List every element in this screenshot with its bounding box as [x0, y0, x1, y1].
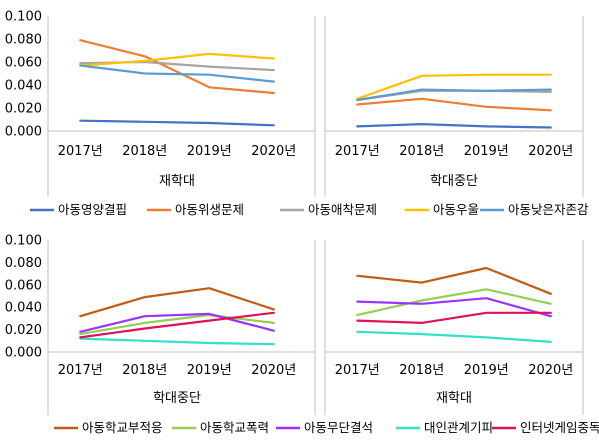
series-line — [79, 52, 275, 67]
y-tick-label: 0.040 — [5, 79, 42, 94]
series-line — [356, 297, 552, 318]
x-tick-label: 2018년 — [399, 363, 444, 378]
y-tick-label: 0.060 — [5, 56, 42, 71]
legend-item: 아동무단결석 — [276, 420, 373, 435]
legend-item: 아동학교부적응 — [54, 420, 163, 435]
legend-item: 아동우울 — [405, 202, 479, 217]
legend-item: 아동애착문제 — [280, 202, 377, 217]
x-tick-label: 2020년 — [251, 144, 296, 159]
y-tick-label: 0.020 — [5, 102, 42, 117]
legend-label: 아동학교부적응 — [82, 420, 163, 435]
legend-label: 아동영양결핍 — [58, 202, 127, 217]
series-line — [79, 287, 275, 318]
x-tick-label: 2019년 — [464, 144, 509, 159]
group-label: 학대중단 — [153, 391, 201, 406]
x-tick-label: 2017년 — [335, 144, 380, 159]
group-label: 재학대 — [436, 391, 472, 406]
series-line — [356, 97, 552, 112]
series-line — [79, 313, 275, 336]
series-line — [79, 337, 275, 346]
series-line — [79, 64, 275, 83]
x-tick-label: 2018년 — [122, 363, 167, 378]
y-tick-label: 0.100 — [5, 234, 42, 249]
legend-label: 아동애착문제 — [308, 202, 377, 217]
legend-item: 아동위생문제 — [147, 202, 244, 217]
x-tick-label: 2018년 — [122, 144, 167, 159]
chart-1: 0.000 0.020 0.040 0.060 0.080 0.100 2017년 2018년… — [5, 10, 589, 218]
x-tick-label: 2020년 — [528, 144, 573, 159]
legend-label: 아동우울 — [433, 202, 479, 217]
group-label: 재학대 — [159, 174, 195, 189]
x-tick-label: 2017년 — [58, 144, 103, 159]
y-tick-label: 0.100 — [5, 10, 42, 25]
x-tick-label: 2019년 — [464, 363, 509, 378]
x-tick-label: 2019년 — [187, 144, 232, 159]
y-tick-label: 0.040 — [5, 301, 42, 316]
y-tick-label: 0.020 — [5, 323, 42, 338]
series-line — [356, 266, 552, 295]
series-line — [356, 88, 552, 102]
series-line — [79, 311, 275, 339]
x-tick-label: 2020년 — [251, 363, 296, 378]
legend-label: 아동학교폭력 — [200, 420, 269, 435]
chart-2: 0.000 0.020 0.040 0.060 0.080 0.100 2017년 2018년… — [5, 234, 599, 436]
x-tick-label: 2019년 — [187, 363, 232, 378]
series-line — [79, 119, 275, 127]
y-tick-label: 0.080 — [5, 256, 42, 271]
legend-item: 아동낮은자존감 — [480, 202, 589, 217]
y-tick-label: 0.060 — [5, 278, 42, 293]
legend-label: 대인관계기피 — [424, 420, 493, 435]
group-label: 학대중단 — [430, 174, 478, 189]
x-tick-label: 2017년 — [58, 363, 103, 378]
y-tick-label: 0.000 — [5, 125, 42, 140]
legend-item: 대인관계기피 — [396, 420, 493, 435]
series-line — [79, 312, 275, 333]
y-tick-label: 0.000 — [5, 346, 42, 361]
legend-label: 아동낮은자존감 — [508, 202, 589, 217]
legend-label: 아동위생문제 — [175, 202, 244, 217]
legend-item: 아동영양결핍 — [30, 202, 127, 217]
legend: 아동영양결핍 아동위생문제 아동애착문제 아동우울 아동낮은자존감 — [30, 202, 589, 217]
x-tick-label: 2018년 — [399, 144, 444, 159]
series-line — [356, 311, 552, 324]
legend: 아동학교부적응 아동학교폭력 아동무단결석 대인관계기피 인터넷게임중독 — [54, 420, 599, 435]
series-line — [356, 73, 552, 100]
y-tick-label: 0.080 — [5, 33, 42, 48]
series-line — [356, 288, 552, 317]
series-line — [356, 122, 552, 129]
legend-item: 인터넷게임중독 — [492, 420, 599, 435]
legend-item: 아동학교폭력 — [172, 420, 269, 435]
x-tick-label: 2020년 — [528, 363, 573, 378]
series-line — [356, 330, 552, 343]
legend-label: 아동무단결석 — [304, 420, 373, 435]
legend-label: 인터넷게임중독 — [520, 420, 599, 435]
series-line — [79, 39, 275, 95]
x-tick-label: 2017년 — [335, 363, 380, 378]
